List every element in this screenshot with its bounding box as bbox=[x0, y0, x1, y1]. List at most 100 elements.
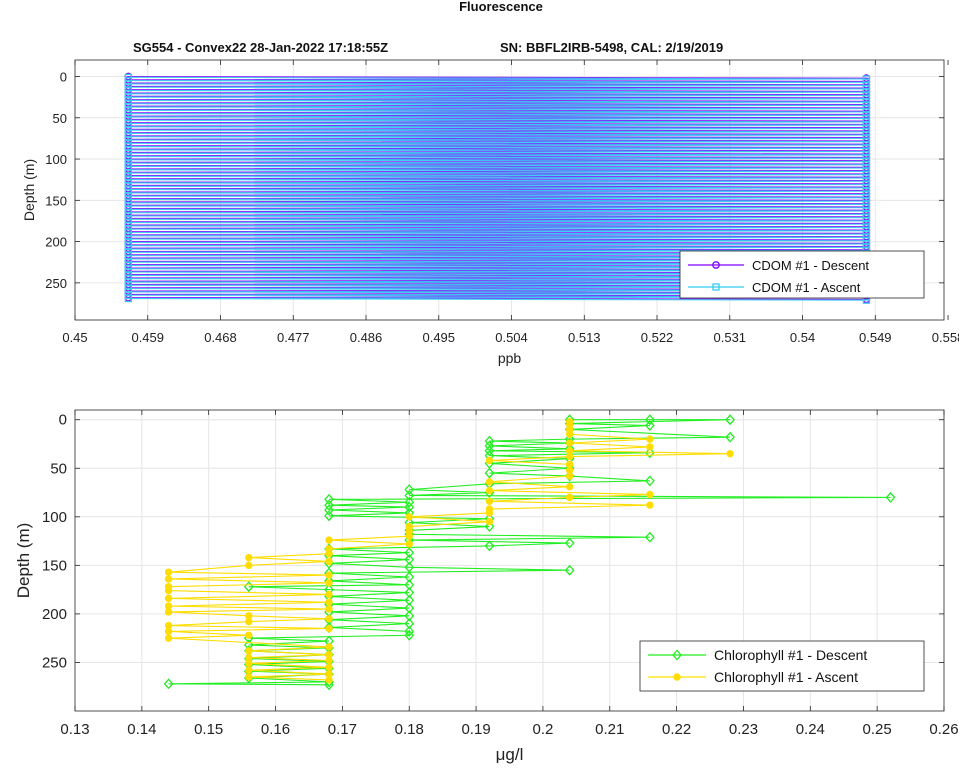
data-point bbox=[726, 449, 734, 458]
y-tick-label: 150 bbox=[42, 557, 67, 574]
data-point bbox=[164, 583, 173, 591]
axes-frame bbox=[74, 409, 945, 712]
data-point bbox=[245, 673, 253, 681]
legend-box bbox=[679, 250, 925, 299]
data-point bbox=[565, 493, 574, 502]
data-point bbox=[404, 594, 415, 606]
x-tick-label: 0.24 bbox=[796, 721, 825, 738]
data-point bbox=[485, 456, 494, 465]
y-tick-label: 100 bbox=[45, 152, 67, 167]
data-point bbox=[565, 460, 574, 469]
x-tick-label: 0.558 bbox=[932, 330, 959, 345]
y-tick-label: 50 bbox=[50, 460, 67, 477]
data-point bbox=[245, 561, 253, 570]
x-tick-label: 0.45 bbox=[62, 330, 87, 345]
x-tick-label: 0.468 bbox=[204, 330, 237, 345]
x-tick-label: 0.22 bbox=[662, 721, 691, 738]
data-point bbox=[404, 602, 415, 614]
data-point bbox=[164, 634, 173, 642]
y-tick-label: 150 bbox=[45, 193, 67, 208]
data-point bbox=[325, 571, 333, 579]
data-point bbox=[404, 547, 415, 559]
legend-swatch-marker bbox=[712, 283, 720, 291]
data-point bbox=[485, 505, 494, 513]
data-point bbox=[324, 504, 334, 516]
data-point bbox=[325, 670, 333, 678]
data-point bbox=[404, 484, 415, 496]
data-point bbox=[404, 501, 415, 513]
data-point bbox=[645, 414, 655, 426]
data-point bbox=[245, 647, 253, 655]
data-point bbox=[405, 513, 413, 521]
data-point bbox=[725, 431, 735, 443]
data-point bbox=[485, 486, 494, 495]
x-tick-label: 0.21 bbox=[595, 721, 624, 738]
data-point bbox=[645, 420, 655, 432]
x-tick-label: 0.522 bbox=[641, 330, 674, 345]
data-point bbox=[484, 467, 495, 479]
x-tick-label: 0.18 bbox=[395, 721, 424, 738]
legend-swatch-marker bbox=[673, 673, 681, 681]
x-tick-label: 0.459 bbox=[131, 330, 164, 345]
data-point bbox=[325, 605, 333, 613]
data-point bbox=[325, 624, 333, 633]
legend-entry: Chlorophyll #1 - Descent bbox=[648, 647, 867, 663]
series-line bbox=[168, 419, 891, 686]
x-axis-label: ppb bbox=[498, 350, 522, 366]
data-point bbox=[404, 618, 415, 630]
data-point bbox=[646, 443, 654, 451]
data-point bbox=[485, 517, 494, 526]
data-point bbox=[565, 439, 574, 447]
x-tick-label: 0.13 bbox=[60, 721, 89, 738]
legend: Chlorophyll #1 - Descent Chlorophyll #1 -… bbox=[639, 640, 925, 692]
data-point bbox=[325, 598, 333, 606]
data-point bbox=[565, 447, 574, 455]
legend-swatch-marker bbox=[672, 649, 682, 661]
legend-label: CDOM #1 - Descent bbox=[752, 258, 869, 273]
data-point bbox=[404, 571, 415, 583]
data-point bbox=[164, 621, 173, 630]
y-tick-label: 100 bbox=[42, 509, 67, 526]
x-tick-label: 0.2 bbox=[532, 721, 553, 738]
y-tick-label: 200 bbox=[45, 235, 67, 250]
data-point bbox=[164, 568, 173, 576]
data-point bbox=[564, 537, 575, 549]
data-point bbox=[164, 575, 173, 583]
data-point bbox=[325, 579, 333, 587]
x-tick-label: 0.513 bbox=[568, 330, 601, 345]
data-point bbox=[484, 540, 495, 552]
data-point bbox=[325, 590, 333, 599]
y-tick-label: 0 bbox=[59, 412, 67, 429]
legend-entry: Chlorophyll #1 - Ascent bbox=[648, 669, 858, 685]
data-point bbox=[324, 499, 334, 511]
data-point bbox=[645, 475, 655, 487]
legend-label: Chlorophyll #1 - Descent bbox=[714, 647, 867, 663]
data-point bbox=[324, 493, 334, 505]
series-line bbox=[168, 421, 731, 681]
x-tick-label: 0.495 bbox=[422, 330, 455, 345]
legend-label: Chlorophyll #1 - Ascent bbox=[714, 669, 858, 685]
legend: CDOM #1 - Descent CDOM #1 - Ascent bbox=[679, 250, 925, 299]
data-point bbox=[565, 417, 574, 426]
series-chlorophyll-ascent bbox=[164, 417, 734, 684]
series-layer bbox=[163, 414, 896, 691]
y-axis-label: Depth (m) bbox=[21, 159, 37, 221]
chlorophyll-axes: 0.13 0.14 0.15 0.16 0.17 0.18 0.19 0.2 0.21 0.22 0… bbox=[14, 409, 959, 764]
x-tick-label: 0.504 bbox=[495, 330, 528, 345]
x-tick-label: 0.486 bbox=[350, 330, 383, 345]
y-tick-label: 0 bbox=[60, 70, 67, 85]
series-line bbox=[128, 75, 867, 300]
data-point bbox=[645, 531, 655, 543]
data-point bbox=[646, 501, 654, 509]
figure-subtitle-left: SG554 - Convex22 28-Jan-2022 17:18:55Z bbox=[133, 40, 388, 55]
data-point bbox=[484, 521, 495, 532]
y-tick-label: 200 bbox=[42, 606, 67, 623]
data-point bbox=[484, 445, 495, 457]
data-point bbox=[124, 294, 133, 303]
data-point bbox=[164, 602, 173, 610]
cdom-axes: 0.45 0.459 0.468 0.477 0.486 0.495 0.504 0.513 0… bbox=[21, 59, 959, 366]
x-tick-label: 0.19 bbox=[461, 721, 490, 738]
data-point bbox=[245, 653, 253, 662]
data-point bbox=[485, 497, 494, 505]
